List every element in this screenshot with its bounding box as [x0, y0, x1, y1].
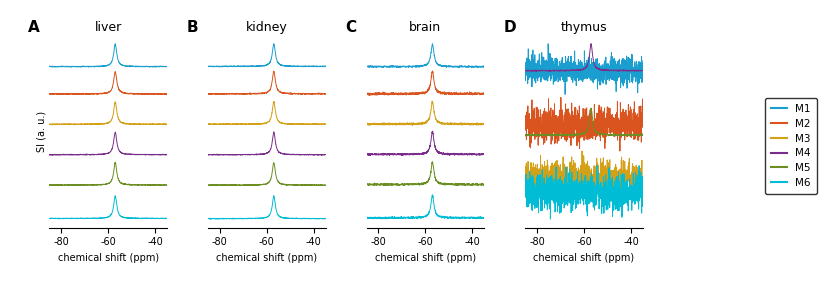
- X-axis label: chemical shift (ppm): chemical shift (ppm): [58, 253, 159, 263]
- Text: A: A: [28, 20, 40, 35]
- Title: liver: liver: [95, 21, 122, 34]
- X-axis label: chemical shift (ppm): chemical shift (ppm): [375, 253, 476, 263]
- Text: D: D: [504, 20, 517, 35]
- Y-axis label: SI (a. u.): SI (a. u.): [36, 111, 47, 152]
- Title: brain: brain: [410, 21, 442, 34]
- Text: B: B: [187, 20, 199, 35]
- X-axis label: chemical shift (ppm): chemical shift (ppm): [533, 253, 634, 263]
- X-axis label: chemical shift (ppm): chemical shift (ppm): [216, 253, 317, 263]
- Legend: M1, M2, M3, M4, M5, M6: M1, M2, M3, M4, M5, M6: [765, 98, 817, 194]
- Text: C: C: [345, 20, 357, 35]
- Title: thymus: thymus: [560, 21, 607, 34]
- Title: kidney: kidney: [246, 21, 288, 34]
